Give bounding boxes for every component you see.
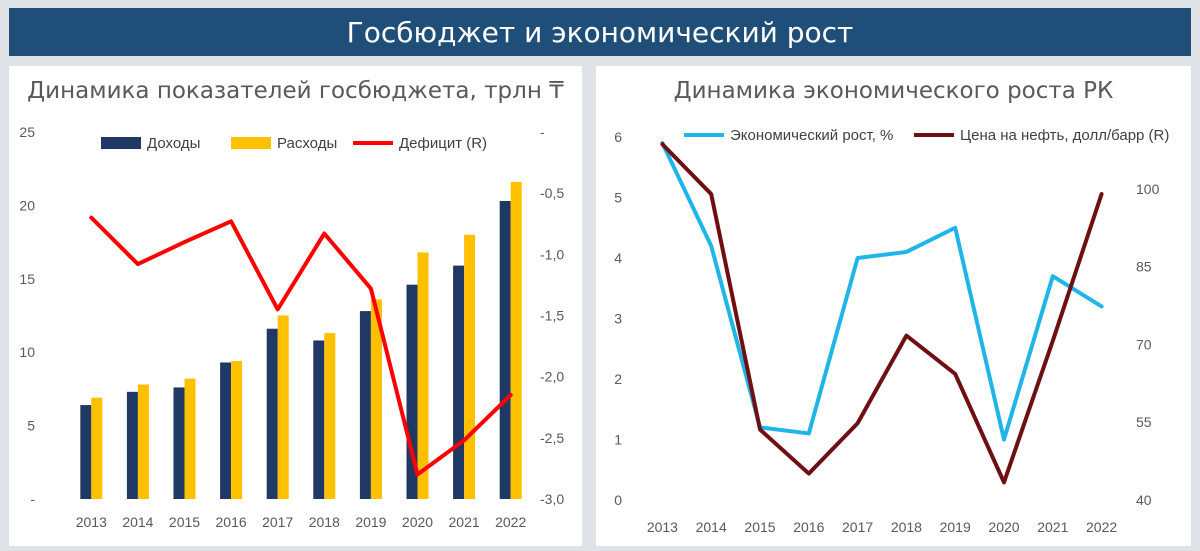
growth-chart-panel: Динамика экономического роста РК 0 1 2 3 4 5 6… (596, 66, 1191, 546)
legend-revenue-swatch (101, 137, 141, 149)
x-tick-label: 2014 (696, 519, 727, 535)
legend-expense-swatch (231, 137, 271, 149)
expense-bar (417, 252, 429, 499)
budget-chart: - 5 10 15 20 25 - -0,5 -1,0 -1,5 -2,0 -2,5 -3,0 2013 2… (19, 124, 564, 530)
y-left-tick-label: 25 (19, 124, 35, 140)
x-tick-label: 2022 (495, 514, 526, 530)
legend-revenue-label: Доходы (147, 135, 200, 152)
y-right-tick-label: 70 (1136, 336, 1152, 352)
expense-bar (464, 234, 476, 499)
y-left-tick-label: 0 (614, 492, 622, 508)
budget-chart-title: Динамика показателей госбюджета, трлн ₸ (27, 78, 564, 104)
x-tick-label: 2013 (76, 514, 107, 530)
x-tick-label: 2014 (122, 514, 153, 530)
y-left-tick-label: 6 (614, 129, 622, 145)
budget-chart-panel: Динамика показателей госбюджета, трлн ₸ … (9, 66, 582, 546)
revenue-bar (499, 200, 511, 499)
revenue-bar (453, 265, 465, 499)
y-right-tick-label: -2,0 (540, 369, 564, 385)
revenue-bar (266, 328, 278, 499)
legend-oil-price-label: Цена на нефть, долл/барр (R) (960, 127, 1169, 144)
x-tick-label: 2017 (842, 519, 873, 535)
expense-bar (184, 378, 196, 499)
y-left-tick-label: 5 (27, 418, 35, 434)
expense-bar (91, 397, 103, 499)
x-tick-label: 2015 (744, 519, 775, 535)
y-left-tick-label: - (30, 491, 35, 507)
y-left-tick-label: 20 (19, 197, 35, 213)
y-left-tick-label: 15 (19, 271, 35, 287)
x-tick-label: 2020 (988, 519, 1019, 535)
deficit-line (89, 215, 513, 477)
revenue-bar (126, 391, 138, 499)
revenue-bar (359, 311, 371, 499)
revenue-bar (220, 362, 232, 499)
growth-line (660, 141, 1104, 442)
x-tick-label: 2017 (262, 514, 293, 530)
growth-chart: 0 1 2 3 4 5 6 40 55 70 85 100 2013 2014 2015 2016 2017 20… (614, 127, 1169, 535)
legend-deficit-label: Дефицит (R) (399, 135, 487, 152)
legend-growth-label: Экономический рост, % (730, 127, 893, 144)
revenue-bar (80, 405, 92, 499)
y-right-tick-label: - (540, 124, 545, 140)
expense-bar (370, 299, 382, 499)
banner-title: Госбюджет и экономический рост (346, 15, 854, 49)
x-tick-label: 2019 (940, 519, 971, 535)
x-tick-label: 2021 (449, 514, 480, 530)
y-right-tick-label: -0,5 (540, 185, 564, 201)
x-tick-label: 2013 (647, 519, 678, 535)
y-right-tick-label: -3,0 (540, 491, 564, 507)
y-right-tick-label: 55 (1136, 414, 1152, 430)
y-right-tick-label: 40 (1136, 492, 1152, 508)
y-left-tick-label: 3 (614, 311, 622, 327)
expense-bar (231, 361, 243, 499)
y-right-tick-label: 85 (1136, 259, 1152, 275)
revenue-bar (313, 340, 325, 499)
expense-bar (137, 384, 149, 499)
x-tick-label: 2015 (169, 514, 200, 530)
banner: Госбюджет и экономический рост (9, 8, 1191, 56)
x-tick-label: 2018 (309, 514, 340, 530)
expense-bar (277, 315, 289, 499)
x-tick-label: 2016 (216, 514, 247, 530)
y-left-tick-label: 1 (614, 432, 622, 448)
revenue-bar (173, 387, 185, 499)
legend-expense-label: Расходы (277, 135, 337, 152)
x-tick-label: 2019 (355, 514, 386, 530)
revenue-bar (406, 284, 418, 499)
expense-bar (510, 181, 522, 500)
expense-bar (324, 333, 336, 499)
x-tick-label: 2020 (402, 514, 433, 530)
y-left-tick-label: 5 (614, 190, 622, 206)
x-tick-label: 2016 (793, 519, 824, 535)
x-tick-label: 2021 (1037, 519, 1068, 535)
y-left-tick-label: 2 (614, 371, 622, 387)
oil-price-line (660, 142, 1104, 485)
y-right-tick-label: -1,5 (540, 308, 564, 324)
y-right-tick-label: 100 (1136, 181, 1160, 197)
growth-chart-title: Динамика экономического роста РК (673, 78, 1114, 104)
y-left-tick-label: 4 (614, 250, 622, 266)
y-left-tick-label: 10 (19, 344, 35, 360)
x-tick-label: 2018 (891, 519, 922, 535)
x-tick-label: 2022 (1086, 519, 1117, 535)
y-right-tick-label: -1,0 (540, 246, 564, 262)
y-right-tick-label: -2,5 (540, 430, 564, 446)
